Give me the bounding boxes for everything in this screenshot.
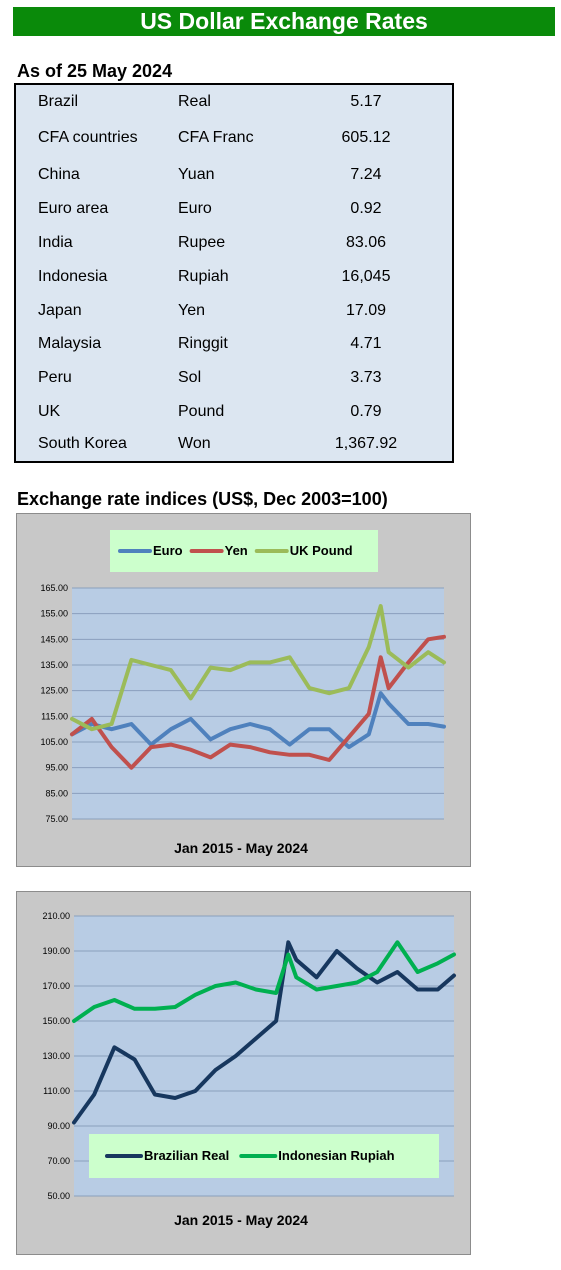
rate-row: Peru Sol 3.73 bbox=[16, 367, 452, 389]
currency-name: Rupee bbox=[178, 234, 226, 251]
country-name: South Korea bbox=[38, 435, 127, 452]
country-name: UK bbox=[38, 403, 61, 420]
currency-name: Sol bbox=[178, 369, 202, 386]
y-tick-label: 110.00 bbox=[43, 1086, 70, 1096]
chart-panel-major: 165.00 155.00 145.00 135.00 125.00 115.00 105.… bbox=[16, 513, 471, 867]
rate-value: 5.17 bbox=[350, 93, 382, 110]
rate-row: Euro area Euro 0.92 bbox=[16, 198, 452, 220]
rate-row: UK Pound 0.79 bbox=[16, 401, 452, 423]
y-tick-label: 85.00 bbox=[45, 788, 68, 798]
country-name: CFA countries bbox=[38, 129, 138, 146]
rate-row: CFA countries CFA Franc 605.12 bbox=[16, 127, 452, 149]
y-tick-label: 95.00 bbox=[45, 763, 68, 773]
country-name: Japan bbox=[38, 302, 82, 319]
x-axis-label: Jan 2015 - May 2024 bbox=[174, 1212, 308, 1228]
country-name: Peru bbox=[38, 369, 72, 386]
rate-value: 17.09 bbox=[345, 302, 387, 319]
legend-entry: Indonesian Rupiah bbox=[278, 1148, 394, 1163]
series-line-yen bbox=[70, 634, 446, 770]
rate-value: 605.12 bbox=[341, 129, 391, 146]
y-tick-label: 70.00 bbox=[47, 1156, 70, 1166]
legend-entry: Brazilian Real bbox=[144, 1148, 229, 1163]
rate-value: 0.79 bbox=[350, 403, 382, 420]
country-name: Malaysia bbox=[38, 335, 102, 352]
currency-name: CFA Franc bbox=[178, 129, 254, 146]
y-tick-label: 190.00 bbox=[42, 946, 70, 956]
currency-name: Yen bbox=[178, 302, 205, 319]
y-tick-label: 105.00 bbox=[40, 737, 68, 747]
y-tick-label: 210.00 bbox=[42, 911, 70, 921]
rate-row: Brazil Real 5.17 bbox=[16, 91, 452, 113]
series-line-brazilian-real bbox=[72, 940, 456, 1125]
rate-value: 7.24 bbox=[350, 166, 382, 183]
legend bbox=[110, 530, 378, 572]
rate-row: Japan Yen 17.09 bbox=[16, 300, 452, 322]
series-line-euro bbox=[70, 691, 446, 750]
series-line-indonesian-rupiah bbox=[72, 940, 456, 1023]
y-tick-label: 115.00 bbox=[41, 711, 68, 721]
rate-row: Malaysia Ringgit 4.71 bbox=[16, 333, 452, 355]
rate-row: Indonesia Rupiah 16,045 bbox=[16, 266, 452, 288]
y-tick-label: 90.00 bbox=[47, 1121, 70, 1131]
y-tick-label: 125.00 bbox=[40, 686, 68, 696]
rate-value: 16,045 bbox=[341, 268, 391, 285]
x-axis-label: Jan 2015 - May 2024 bbox=[174, 840, 308, 856]
y-tick-label: 165.00 bbox=[40, 583, 68, 593]
as-of-date: As of 25 May 2024 bbox=[17, 61, 173, 81]
legend-entry: Euro bbox=[153, 543, 183, 558]
country-name: Euro area bbox=[38, 200, 109, 217]
plot-area bbox=[72, 588, 444, 819]
series-line-uk-pound bbox=[70, 604, 446, 732]
legend-entry: Yen bbox=[225, 543, 248, 558]
country-name: India bbox=[38, 234, 73, 251]
y-tick-label: 75.00 bbox=[45, 814, 68, 824]
rate-value: 83.06 bbox=[345, 234, 387, 251]
rate-value: 1,367.92 bbox=[334, 435, 398, 452]
country-name: Brazil bbox=[38, 93, 79, 110]
legend-entry: UK Pound bbox=[290, 543, 353, 558]
page-title-banner: US Dollar Exchange Rates bbox=[13, 7, 555, 36]
rate-value: 3.73 bbox=[350, 369, 382, 386]
currency-name: Rupiah bbox=[178, 268, 229, 285]
currency-name: Won bbox=[178, 435, 211, 452]
currency-name: Ringgit bbox=[178, 335, 228, 352]
y-tick-label: 130.00 bbox=[42, 1051, 70, 1061]
currency-name: Yuan bbox=[178, 166, 215, 183]
rate-row: China Yuan 7.24 bbox=[16, 164, 452, 186]
y-tick-label: 150.00 bbox=[42, 1016, 70, 1026]
y-tick-label: 50.00 bbox=[47, 1191, 70, 1201]
country-name: Indonesia bbox=[38, 268, 108, 285]
rate-value: 0.92 bbox=[350, 200, 382, 217]
chart-panel-emerging: 210.00 190.00 170.00 150.00 130.00 110.00 90.0… bbox=[16, 891, 471, 1255]
rate-row: India Rupee 83.06 bbox=[16, 232, 452, 254]
major-currencies-chart: 165.00 155.00 145.00 135.00 125.00 115.00 105.… bbox=[40, 530, 446, 856]
y-tick-label: 145.00 bbox=[40, 634, 68, 644]
rate-row: South Korea Won 1,367.92 bbox=[16, 433, 452, 455]
indices-section-title: Exchange rate indices (US$, Dec 2003=100… bbox=[17, 489, 388, 509]
y-tick-label: 135.00 bbox=[40, 660, 68, 670]
currency-name: Euro bbox=[178, 200, 212, 217]
currency-name: Real bbox=[178, 93, 211, 110]
y-tick-label: 155.00 bbox=[40, 609, 68, 619]
currency-name: Pound bbox=[178, 403, 225, 420]
emerging-currencies-chart: 210.00 190.00 170.00 150.00 130.00 110.00 90.0… bbox=[42, 911, 456, 1228]
y-tick-label: 170.00 bbox=[42, 981, 70, 991]
country-name: China bbox=[38, 166, 80, 183]
rate-value: 4.71 bbox=[350, 335, 382, 352]
exchange-rate-table: Brazil Real 5.17 CFA countries CFA Franc 605.… bbox=[14, 83, 454, 463]
